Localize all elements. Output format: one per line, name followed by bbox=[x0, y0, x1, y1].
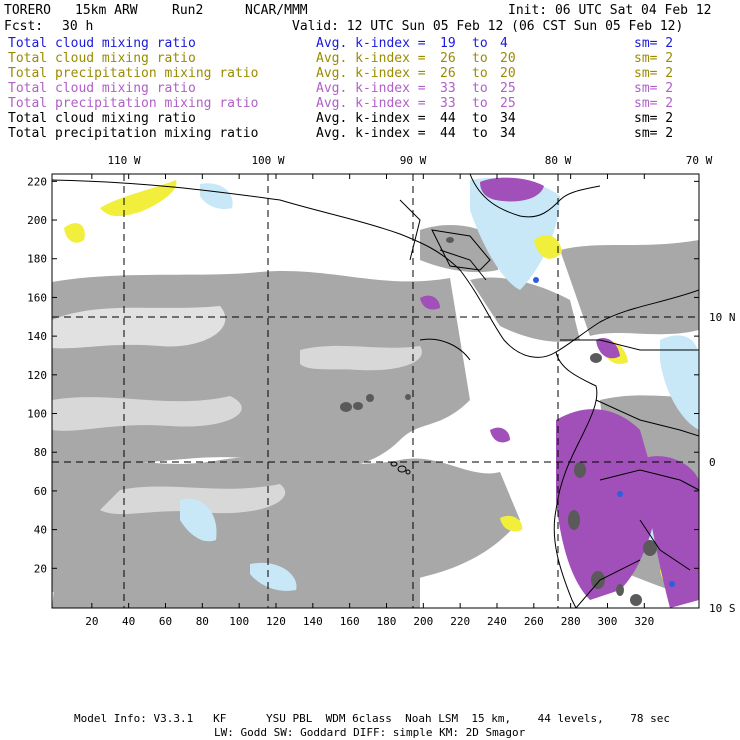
model-resolution: 15km ARW bbox=[75, 3, 138, 18]
coastlines bbox=[52, 174, 699, 608]
valid-time: Valid: 12 UTC Sun 05 Feb 12 (06 CST Sun … bbox=[292, 19, 684, 34]
organization: NCAR/MMM bbox=[245, 3, 308, 18]
forecast-label: Fcst: bbox=[4, 19, 44, 34]
y-tick-label: 160 bbox=[27, 291, 47, 304]
map-plot: 20 40 60 80 100 120 140 160 180 200 220 240 260 280 30… bbox=[27, 154, 736, 628]
legend-field: Total cloud mixing ratio bbox=[8, 51, 196, 66]
longitude-label: 110 W bbox=[107, 154, 140, 167]
x-tick-label: 40 bbox=[122, 615, 135, 628]
legend-sm: sm= 2 bbox=[634, 51, 674, 66]
x-tick-label: 180 bbox=[377, 615, 397, 628]
country-borders bbox=[399, 199, 699, 608]
legend-index-label: Avg. k-index = bbox=[316, 36, 426, 51]
x-axis-ticks: 20 40 60 80 100 120 140 160 180 200 220 240 260 280 30… bbox=[85, 174, 654, 628]
legend-to: 25 bbox=[500, 96, 516, 111]
y-tick-label: 20 bbox=[34, 562, 47, 575]
x-tick-label: 320 bbox=[634, 615, 654, 628]
legend-index-label: Avg. k-index = bbox=[316, 96, 426, 111]
y-tick-label: 80 bbox=[34, 446, 47, 459]
x-tick-label: 240 bbox=[487, 615, 507, 628]
longitude-label: 90 W bbox=[400, 154, 427, 167]
legend-field: Total cloud mixing ratio bbox=[8, 36, 196, 51]
legend-to: 25 bbox=[500, 81, 516, 96]
legend-field: Total cloud mixing ratio bbox=[8, 111, 196, 126]
legend-sm: sm= 2 bbox=[634, 36, 674, 51]
legend-index-label: Avg. k-index = bbox=[316, 51, 426, 66]
y-tick-label: 100 bbox=[27, 408, 47, 421]
legend-from: 26 bbox=[440, 51, 456, 66]
legend-sm: sm= 2 bbox=[634, 66, 674, 81]
legend-sm: sm= 2 bbox=[634, 111, 674, 126]
legend-to-word: to bbox=[472, 36, 488, 51]
init-time: Init: 06 UTC Sat 04 Feb 12 bbox=[508, 3, 712, 18]
legend-to-word: to bbox=[472, 66, 488, 81]
y-tick-label: 180 bbox=[27, 253, 47, 266]
forecast-hour: 30 h bbox=[62, 19, 94, 34]
legend-sm: sm= 2 bbox=[634, 96, 674, 111]
legend-sm: sm= 2 bbox=[634, 126, 674, 141]
model-name: TORERO bbox=[4, 3, 51, 18]
longitude-label: 100 W bbox=[251, 154, 284, 167]
y-tick-label: 220 bbox=[27, 175, 47, 188]
legend-field: Total precipitation mixing ratio bbox=[8, 96, 259, 111]
legend-index-label: Avg. k-index = bbox=[316, 126, 426, 141]
longitude-label: 70 W bbox=[686, 154, 713, 167]
legend-index-label: Avg. k-index = bbox=[316, 81, 426, 96]
model-info-line: Model Info: V3.3.1 KF YSU PBL WDM 6class… bbox=[74, 712, 671, 725]
latitude-labels: 10 N 0 10 S bbox=[709, 311, 736, 615]
legend-to: 20 bbox=[500, 66, 516, 81]
x-tick-label: 20 bbox=[85, 615, 98, 628]
physics-info-line: LW: Godd SW: Goddard DIFF: simple KM: 2D… bbox=[214, 726, 526, 739]
legend-index-label: Avg. k-index = bbox=[316, 66, 426, 81]
legend-to: 34 bbox=[500, 126, 516, 141]
x-tick-label: 300 bbox=[598, 615, 618, 628]
x-tick-label: 200 bbox=[413, 615, 433, 628]
cloud-field-dark bbox=[340, 237, 657, 606]
cloud-field-blue bbox=[533, 277, 675, 587]
y-tick-label: 120 bbox=[27, 369, 47, 382]
legend-to-word: to bbox=[472, 126, 488, 141]
legend-to-word: to bbox=[472, 111, 488, 126]
longitude-label: 80 W bbox=[545, 154, 572, 167]
latitude-label: 10 S bbox=[709, 602, 736, 615]
legend-from: 19 bbox=[440, 36, 456, 51]
latitude-label: 0 bbox=[709, 456, 716, 469]
legend-to: 4 bbox=[500, 36, 508, 51]
legend-from: 33 bbox=[440, 96, 456, 111]
y-tick-label: 40 bbox=[34, 524, 47, 537]
y-tick-label: 200 bbox=[27, 214, 47, 227]
cloud-field-violet bbox=[420, 177, 699, 608]
x-tick-label: 160 bbox=[340, 615, 360, 628]
longitude-labels: 110 W 100 W 90 W 80 W 70 W bbox=[107, 154, 712, 167]
legend-to-word: to bbox=[472, 81, 488, 96]
map-frame bbox=[51, 173, 700, 609]
legend-field: Total cloud mixing ratio bbox=[8, 81, 196, 96]
legend-from: 33 bbox=[440, 81, 456, 96]
y-axis-ticks: 220 200 180 160 140 120 100 80 60 40 20 bbox=[27, 175, 699, 575]
x-tick-label: 80 bbox=[196, 615, 209, 628]
x-tick-label: 120 bbox=[266, 615, 286, 628]
x-tick-label: 140 bbox=[303, 615, 323, 628]
x-tick-label: 100 bbox=[229, 615, 249, 628]
x-tick-label: 220 bbox=[450, 615, 470, 628]
legend-from: 26 bbox=[440, 66, 456, 81]
legend-field: Total precipitation mixing ratio bbox=[8, 66, 259, 81]
legend-from: 44 bbox=[440, 126, 456, 141]
lat-lon-grid bbox=[52, 174, 699, 608]
y-tick-label: 60 bbox=[34, 485, 47, 498]
x-tick-label: 280 bbox=[561, 615, 581, 628]
run-label: Run2 bbox=[172, 3, 204, 18]
legend-from: 44 bbox=[440, 111, 456, 126]
x-tick-label: 260 bbox=[524, 615, 544, 628]
legend-field: Total precipitation mixing ratio bbox=[8, 126, 259, 141]
legend-to-word: to bbox=[472, 96, 488, 111]
legend-sm: sm= 2 bbox=[634, 81, 674, 96]
y-tick-label: 140 bbox=[27, 330, 47, 343]
legend-to-word: to bbox=[472, 51, 488, 66]
legend-index-label: Avg. k-index = bbox=[316, 111, 426, 126]
x-tick-label: 60 bbox=[159, 615, 172, 628]
latitude-label: 10 N bbox=[709, 311, 736, 324]
legend-to: 34 bbox=[500, 111, 516, 126]
legend-to: 20 bbox=[500, 51, 516, 66]
